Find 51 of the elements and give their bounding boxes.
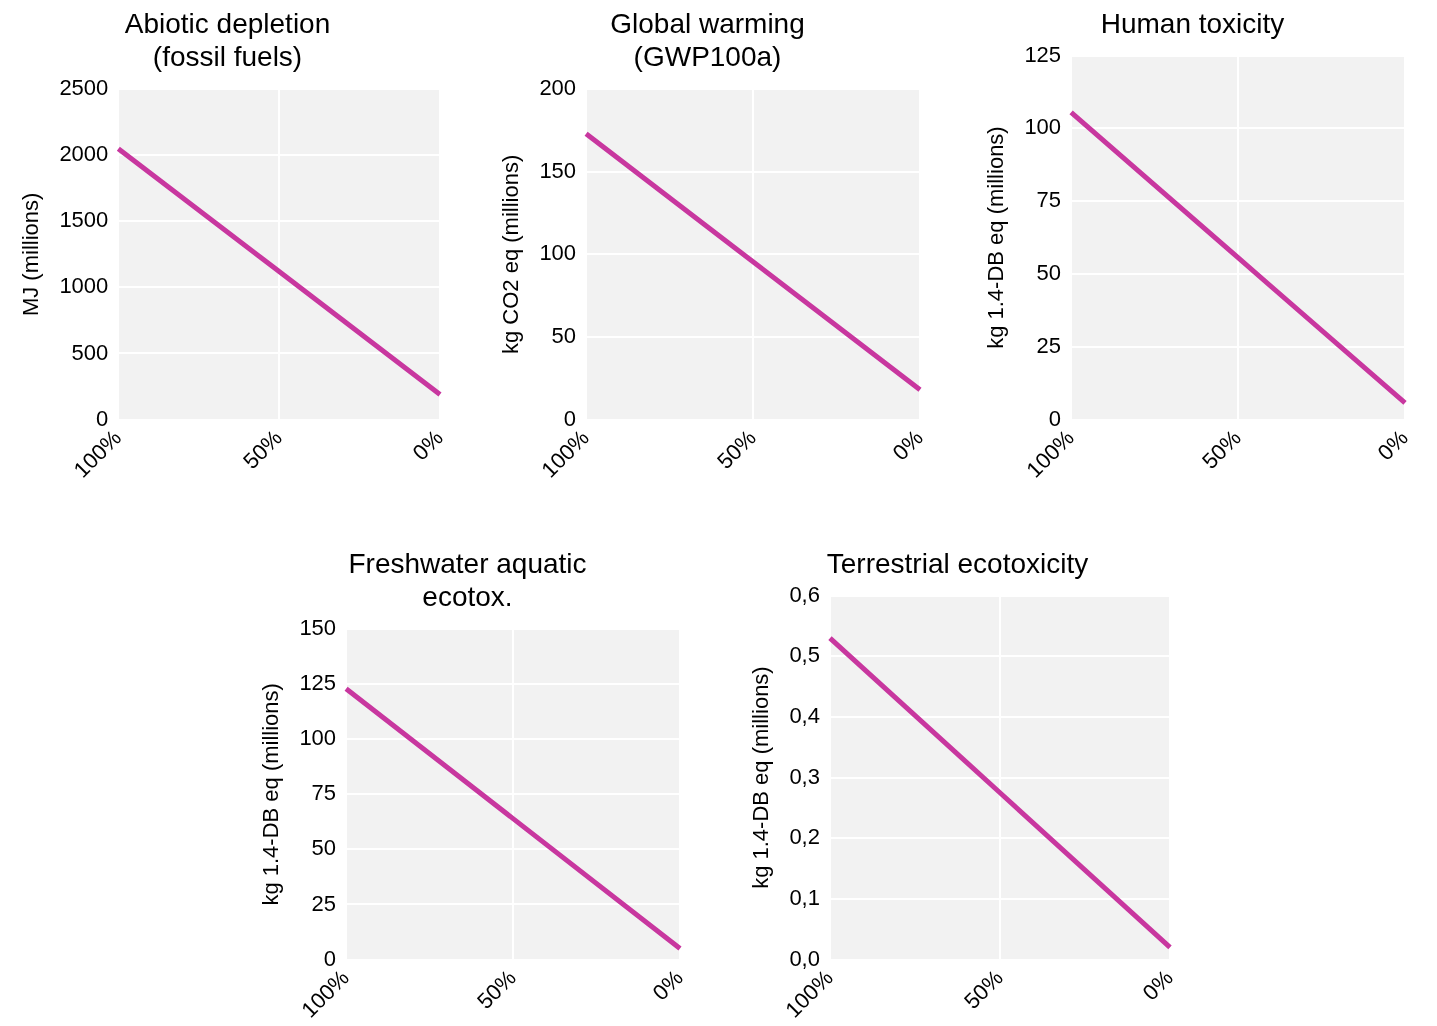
y-tick-label: 50 — [551, 323, 577, 349]
y-tick-label: 150 — [539, 157, 577, 183]
y-axis-title: kg 1.4-DB eq (millions) — [983, 126, 1009, 349]
y-tick-label: 0,0 — [789, 945, 820, 971]
chart-title: Human toxicity — [1100, 7, 1285, 39]
x-tick-label: 0% — [1137, 965, 1178, 1006]
y-tick-label: 0,3 — [789, 763, 820, 789]
y-tick-label: 50 — [311, 835, 337, 861]
y-tick-label: 1000 — [59, 273, 109, 299]
y-tick-label: 0,1 — [789, 884, 820, 910]
y-axis-title: kg 1.4-DB eq (millions) — [748, 666, 774, 889]
y-tick-label: 75 — [1036, 187, 1062, 213]
x-tick-label: 0% — [647, 965, 688, 1006]
y-tick-label: 25 — [1036, 332, 1062, 358]
y-tick-label: 1500 — [59, 207, 109, 233]
chart-title: Abiotic depletion (fossil fuels) — [124, 7, 331, 73]
x-tick-label: 50% — [958, 965, 1008, 1014]
y-tick-label: 0,4 — [789, 702, 820, 728]
y-tick-label: 150 — [299, 615, 337, 641]
y-tick-label: 2000 — [59, 141, 109, 167]
y-tick-label: 2500 — [59, 75, 109, 101]
y-tick-label: 0,5 — [789, 642, 820, 668]
x-tick-label: 50% — [1197, 425, 1246, 474]
y-tick-label: 100 — [539, 240, 577, 266]
y-axis-title: MJ (millions) — [18, 192, 44, 317]
y-tick-label: 100 — [299, 725, 337, 751]
y-tick-label: 100 — [1024, 114, 1062, 140]
x-tick-label: 0% — [887, 425, 928, 466]
y-tick-label: 500 — [71, 339, 109, 365]
y-tick-label: 50 — [1036, 260, 1062, 286]
y-tick-label: 125 — [1024, 41, 1062, 67]
x-tick-label: 50% — [472, 965, 521, 1014]
y-tick-label: 0 — [96, 405, 109, 431]
y-axis-title: kg CO2 eq (millions) — [498, 154, 524, 355]
y-tick-label: 0 — [323, 945, 337, 971]
y-axis-title: kg 1.4-DB eq (millions) — [258, 683, 284, 906]
y-tick-label: 0,6 — [789, 581, 820, 607]
x-tick-label: 50% — [238, 425, 287, 474]
x-tick-label: 50% — [712, 425, 761, 474]
y-tick-label: 0,2 — [789, 824, 820, 850]
chart-title: Global warming (GWP100a) — [610, 7, 805, 73]
chart-title: Freshwater aquatic ecotox. — [348, 547, 587, 613]
y-tick-label: 125 — [299, 670, 337, 696]
y-tick-label: 200 — [539, 75, 577, 101]
x-tick-label: 0% — [1372, 425, 1413, 466]
y-tick-label: 0 — [563, 405, 577, 431]
chart-title: Terrestrial ecotoxicity — [826, 547, 1089, 579]
y-tick-label: 75 — [311, 780, 337, 806]
y-tick-label: 25 — [311, 890, 337, 916]
x-tick-label: 0% — [407, 425, 448, 466]
y-tick-label: 0 — [1048, 405, 1062, 431]
